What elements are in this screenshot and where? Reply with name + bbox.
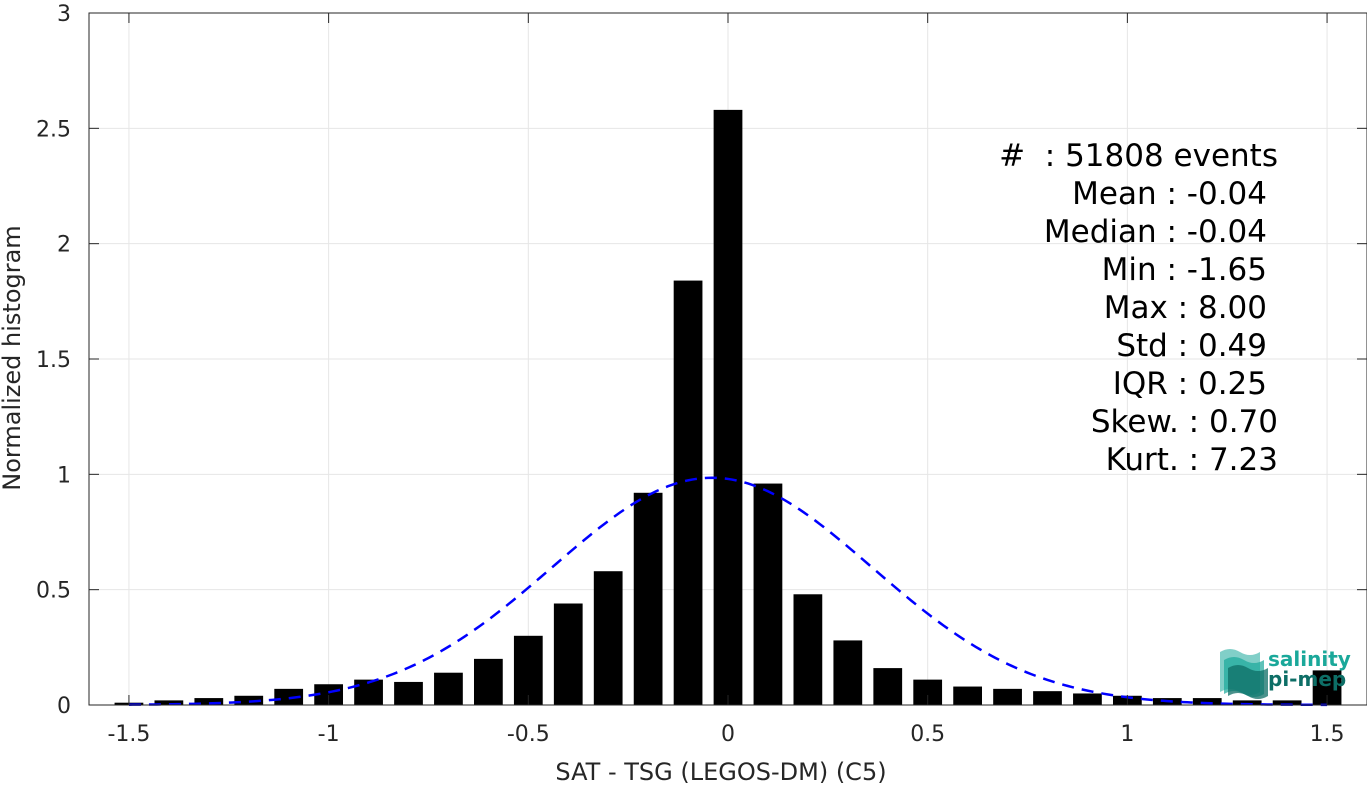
histogram-bar: [713, 109, 743, 705]
x-axis-label: SAT - TSG (LEGOS-DM) (C5): [555, 758, 886, 785]
histogram-bar: [1232, 700, 1262, 705]
x-tick-label: -1: [318, 722, 340, 747]
histogram-bar: [593, 571, 623, 705]
histogram-bar: [993, 688, 1022, 705]
stat-skew: Skew. : 0.70: [1091, 404, 1278, 440]
histogram-bar: [194, 698, 224, 705]
logo-wave-icon: [1220, 649, 1268, 699]
histogram-bars: [114, 109, 1342, 705]
stat-events: # : 51808 events: [999, 138, 1278, 174]
logo-line2: pi-mep: [1268, 667, 1346, 691]
histogram-bar: [793, 594, 823, 705]
y-tick-label: 0.5: [36, 579, 71, 604]
histogram-bar: [154, 700, 184, 705]
histogram-bar: [394, 681, 423, 705]
salinity-pimep-logo: salinity pi-mep: [1220, 647, 1351, 699]
histogram-bar: [953, 686, 983, 705]
y-tick-label: 2: [57, 233, 71, 258]
histogram-bar: [513, 635, 543, 705]
histogram-bar: [473, 658, 503, 705]
histogram-bar: [354, 679, 383, 705]
y-tick-label: 3: [57, 2, 71, 27]
histogram-bar: [553, 603, 583, 705]
histogram-bar: [234, 695, 264, 705]
stat-max: Max : 8.00: [1104, 290, 1267, 326]
logo-line1: salinity: [1268, 647, 1351, 671]
axis-ticks: [89, 12, 1367, 706]
x-tick-label: 1: [1120, 722, 1134, 747]
x-tick-label: -1.5: [107, 722, 150, 747]
stat-median: Median : -0.04: [1044, 214, 1267, 250]
histogram-bar: [1192, 698, 1222, 705]
x-tick-label: 0: [721, 722, 735, 747]
stat-kurt: Kurt. : 7.23: [1106, 442, 1278, 478]
x-tick-label: -0.5: [507, 722, 550, 747]
y-tick-label: 2.5: [36, 117, 71, 142]
histogram-bar: [314, 684, 344, 705]
stat-iqr: IQR : 0.25: [1113, 366, 1267, 402]
histogram-bar: [753, 483, 783, 705]
histogram-bar: [673, 280, 703, 705]
histogram-bar: [1272, 700, 1302, 705]
stat-std: Std : 0.49: [1116, 328, 1267, 364]
stat-mean: Mean : -0.04: [1072, 176, 1267, 212]
x-tick-label: 1.5: [1310, 722, 1345, 747]
x-tick-label: 0.5: [910, 722, 945, 747]
y-axis-label: Normalized histogram: [0, 225, 26, 490]
stats-box: # : 51808 events Mean : -0.04 Median : -…: [999, 138, 1278, 478]
histogram-bar: [274, 688, 304, 705]
y-tick-label: 0: [57, 694, 71, 719]
histogram-bar: [833, 640, 863, 705]
y-tick-label: 1.5: [36, 348, 71, 373]
stat-min: Min : -1.65: [1102, 252, 1267, 288]
histogram-bar: [434, 672, 463, 705]
histogram-bar: [1033, 691, 1062, 705]
y-tick-labels: 0 0.5 1 1.5 2 2.5 3: [36, 2, 71, 719]
histogram-bar: [633, 492, 663, 705]
y-tick-label: 1: [57, 463, 71, 488]
x-tick-labels: -1.5 -1 -0.5 0 0.5 1 1.5: [107, 722, 1344, 747]
histogram-bar: [1073, 693, 1102, 705]
histogram-bar: [873, 668, 903, 705]
